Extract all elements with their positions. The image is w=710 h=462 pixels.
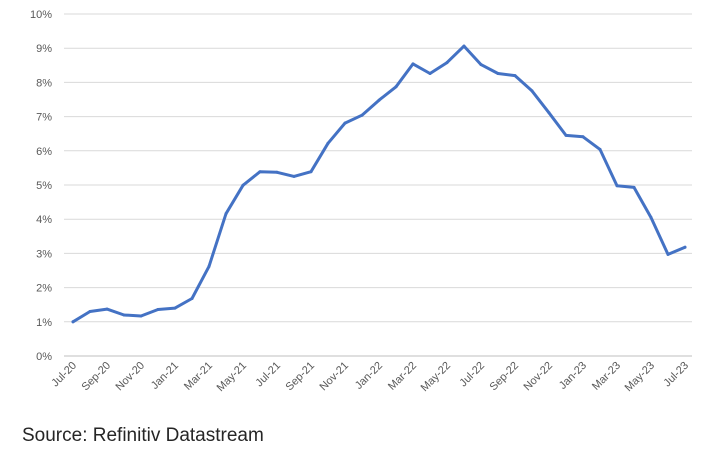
y-tick-label: 10% — [30, 9, 52, 21]
x-tick-label: Jul-20 — [49, 360, 79, 390]
data-point — [615, 184, 619, 188]
y-tick-label: 4% — [36, 214, 52, 226]
x-tick-label: May-22 — [419, 360, 453, 394]
y-tick-label: 5% — [36, 180, 52, 192]
x-tick-label: Jan-23 — [557, 360, 589, 392]
data-point — [581, 135, 585, 139]
data-point — [139, 314, 143, 318]
y-axis-tick-labels: 0% 1% 2% 3% 4% 5% 6% 7% 8% 9% 10% — [30, 9, 52, 363]
data-point — [530, 89, 534, 93]
y-tick-label: 9% — [36, 43, 52, 55]
y-tick-label: 6% — [36, 146, 52, 158]
y-tick-label: 0% — [36, 351, 52, 363]
x-tick-label: Jan-22 — [353, 360, 385, 392]
data-point — [190, 297, 194, 300]
x-tick-label: May-23 — [623, 360, 657, 394]
x-tick-label: Mar-22 — [386, 360, 419, 393]
data-point — [224, 212, 228, 216]
data-point — [445, 61, 449, 65]
data-point — [649, 216, 653, 219]
data-point — [258, 170, 262, 174]
series-line — [71, 44, 687, 324]
data-point — [564, 133, 568, 137]
data-point — [411, 62, 415, 66]
data-point — [241, 183, 245, 187]
data-point — [479, 63, 483, 67]
y-tick-label: 1% — [36, 317, 52, 329]
series-group — [71, 44, 687, 324]
y-tick-label: 7% — [36, 112, 52, 124]
y-tick-label: 3% — [36, 248, 52, 260]
y-tick-label: 8% — [36, 77, 52, 89]
data-point — [156, 308, 160, 311]
data-point — [428, 72, 432, 75]
data-point — [326, 141, 330, 145]
line-chart: 0%1%2%3%4%5%6%7%8%9%10% Jul-20 Sep-20 Nov-… — [30, 9, 692, 394]
x-tick-label: Sep-21 — [284, 360, 318, 394]
x-tick-label: Nov-22 — [522, 360, 556, 394]
data-point — [683, 245, 687, 249]
data-point — [394, 85, 398, 89]
data-point — [462, 44, 466, 48]
x-tick-label: Jul-23 — [661, 360, 691, 390]
x-tick-label: Nov-20 — [114, 360, 148, 394]
data-point — [71, 320, 75, 324]
data-point — [309, 170, 313, 174]
x-tick-label: Jul-22 — [457, 360, 487, 390]
data-point — [207, 264, 211, 268]
x-tick-label: Jan-21 — [149, 360, 181, 392]
gridlines — [64, 13, 692, 357]
x-tick-label: Sep-22 — [488, 360, 522, 394]
x-tick-label: Mar-21 — [182, 360, 215, 393]
data-point — [547, 111, 551, 115]
x-tick-label: Mar-23 — [590, 360, 623, 393]
data-point — [343, 121, 347, 125]
data-point — [377, 98, 381, 102]
x-tick-label: May-21 — [215, 360, 249, 394]
x-tick-label: Sep-20 — [80, 360, 114, 394]
data-point — [360, 113, 364, 117]
data-point — [632, 185, 636, 189]
data-point — [513, 74, 517, 78]
y-tick-label: 2% — [36, 283, 52, 295]
data-point — [275, 170, 279, 174]
x-tick-label: Jul-21 — [253, 360, 283, 390]
data-point — [88, 310, 92, 313]
data-point — [666, 252, 670, 256]
x-tick-label: Nov-21 — [318, 360, 352, 394]
data-point — [173, 306, 177, 310]
x-axis-tick-labels: Jul-20 Sep-20 Nov-20 Jan-21 Mar-21 May-21 Jul-… — [49, 360, 691, 394]
data-point — [598, 147, 602, 151]
data-point — [105, 307, 109, 311]
data-point — [292, 174, 296, 178]
data-point — [496, 72, 500, 75]
source-note: Source: Refinitiv Datastream — [22, 425, 264, 446]
data-point — [122, 313, 126, 317]
